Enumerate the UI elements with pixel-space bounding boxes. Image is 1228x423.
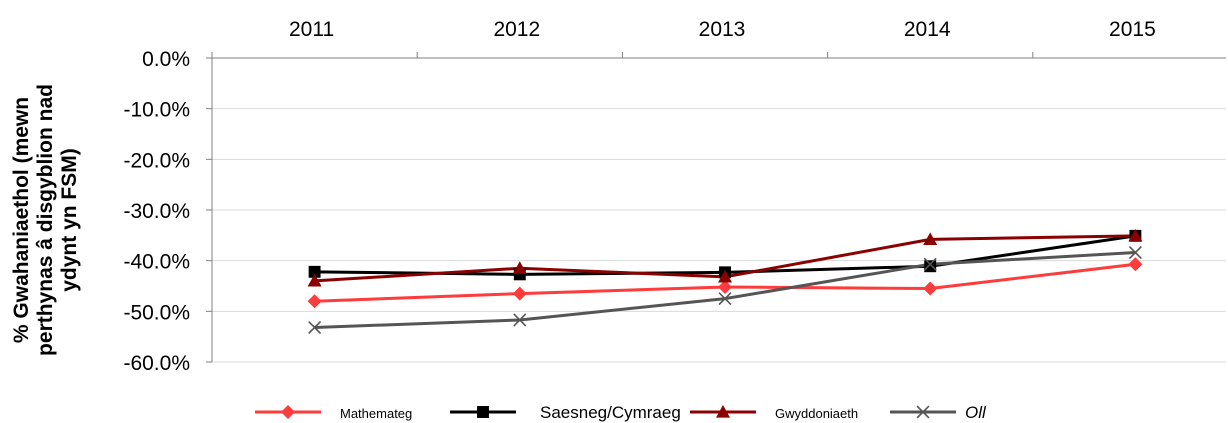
legend: Mathemateg Saesneg/Cymraeg Gwyddoniaeth Oll xyxy=(255,403,987,422)
data-point-3-3 xyxy=(923,257,937,271)
data-point-1-1 xyxy=(513,268,526,281)
data-point-2-3 xyxy=(923,232,938,245)
y-tick-label: -10.0% xyxy=(123,99,190,122)
gridlines xyxy=(212,108,1226,363)
y-tick-label: -40.0% xyxy=(123,251,190,274)
y-axis-label-line: % Gwahaniaethol (mewn xyxy=(10,97,33,343)
legend-item-2: Gwyddoniaeth xyxy=(690,405,858,421)
series-markers xyxy=(307,228,1143,335)
y-tick-label: -50.0% xyxy=(123,301,190,324)
legend-marker xyxy=(916,405,930,419)
legend-marker xyxy=(716,405,730,418)
data-point-1-0 xyxy=(308,265,321,278)
data-point-2-4 xyxy=(1128,228,1143,242)
data-point-2-0 xyxy=(307,273,322,287)
data-point-3-0 xyxy=(308,321,322,335)
data-point-0-0 xyxy=(307,294,322,309)
x-tick-label: 2012 xyxy=(493,18,540,41)
y-tick-label: -20.0% xyxy=(123,149,190,172)
y-tick-label: -60.0% xyxy=(123,352,190,375)
legend-item-1: Saesneg/Cymraeg xyxy=(450,403,681,422)
y-tick-labels: 0.0% -10.0% -20.0% -30.0% -40.0% -50.0% -60.0% xyxy=(123,48,190,375)
y-axis-label: % Gwahaniaethol (mewn perthynas â disgybl… xyxy=(10,84,81,356)
axes xyxy=(206,52,1226,363)
legend-label: Gwyddoniaeth xyxy=(775,406,858,421)
x-tick-label: 2013 xyxy=(699,18,746,41)
data-point-2-2 xyxy=(718,269,732,283)
x-tick-label: 2014 xyxy=(904,18,951,41)
legend-label: Saesneg/Cymraeg xyxy=(540,403,681,422)
data-point-0-2 xyxy=(718,280,732,295)
data-point-3-2 xyxy=(718,292,732,306)
data-point-0-3 xyxy=(923,281,938,296)
legend-item-0: Mathemateg xyxy=(255,405,412,421)
legend-label: Mathemateg xyxy=(340,406,412,421)
legend-item-3: Oll xyxy=(890,403,987,422)
x-tick-labels: 2011 2012 2013 2014 2015 xyxy=(289,18,1156,41)
x-tick-label: 2015 xyxy=(1109,18,1156,41)
y-tick-label: 0.0% xyxy=(142,48,190,71)
y-axis-label-line: perthynas â disgyblion nad xyxy=(34,84,57,356)
x-tick-label: 2011 xyxy=(289,18,334,41)
data-point-0-1 xyxy=(512,286,527,301)
legend-marker xyxy=(281,405,295,419)
data-point-3-4 xyxy=(1128,246,1142,260)
legend-label: Oll xyxy=(965,403,987,422)
legend-marker xyxy=(477,406,489,418)
data-point-1-3 xyxy=(924,260,937,273)
data-point-3-1 xyxy=(513,313,527,327)
data-point-2-1 xyxy=(512,261,527,274)
data-point-0-4 xyxy=(1128,257,1143,272)
y-axis-label-line: ydynt yn FSM) xyxy=(58,148,81,292)
y-tick-label: -30.0% xyxy=(123,200,190,223)
